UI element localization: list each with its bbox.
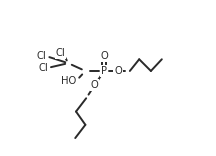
Text: O: O: [100, 51, 108, 61]
Text: Cl: Cl: [38, 63, 48, 73]
Text: O: O: [91, 80, 99, 90]
Text: HO: HO: [61, 76, 76, 86]
Text: Cl: Cl: [56, 48, 65, 58]
Text: O: O: [114, 66, 122, 76]
Text: P: P: [101, 66, 107, 76]
Text: Cl: Cl: [37, 51, 46, 61]
